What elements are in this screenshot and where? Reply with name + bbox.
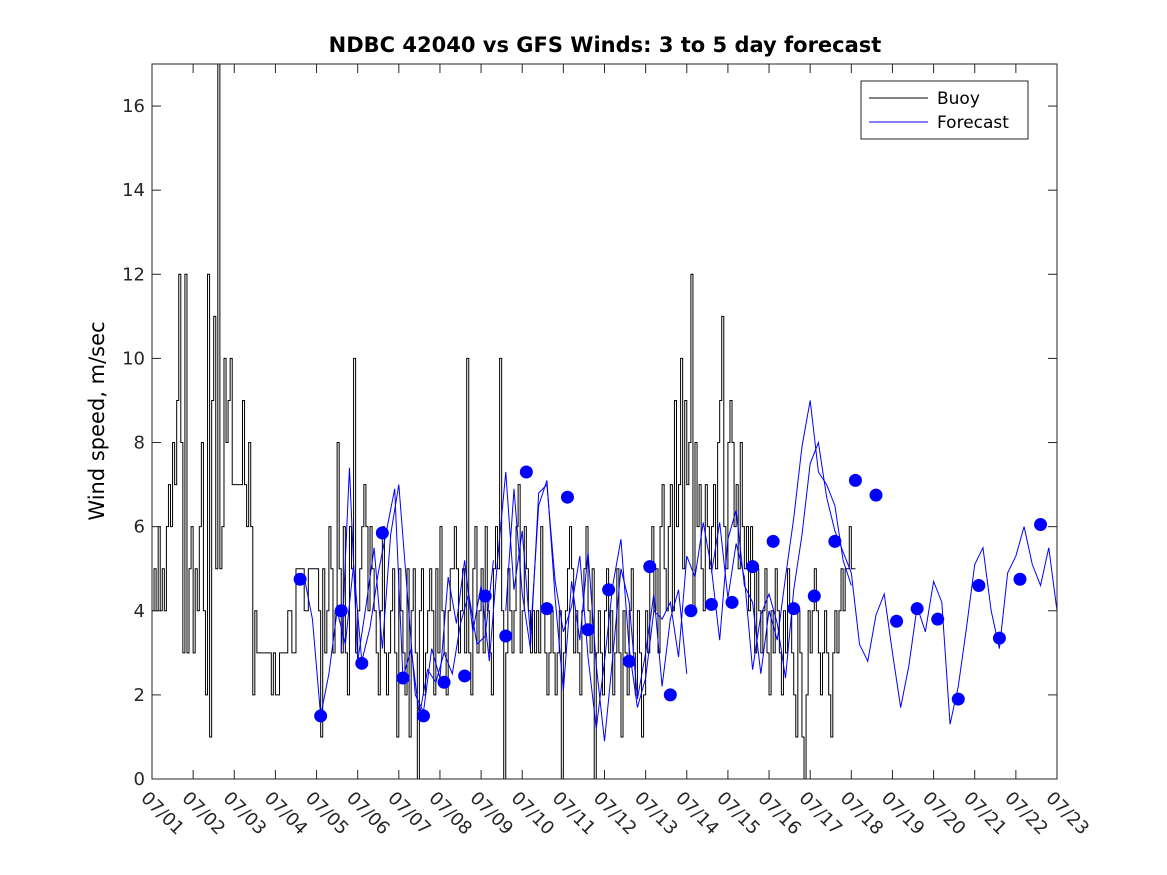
forecast-marker xyxy=(869,488,883,502)
y-tick-label: 6 xyxy=(134,517,145,538)
y-tick-label: 4 xyxy=(134,601,145,622)
legend: Buoy Forecast xyxy=(860,80,1029,140)
forecast-markers xyxy=(293,465,1048,723)
forecast-marker xyxy=(581,623,595,637)
forecast-marker xyxy=(1013,572,1027,586)
forecast-marker xyxy=(602,583,616,597)
forecast-marker xyxy=(334,604,348,618)
y-axis: 0 2 4 6 8 10 12 14 16 xyxy=(122,96,1057,790)
forecast-marker xyxy=(458,669,472,683)
forecast-marker xyxy=(725,595,739,609)
forecast-marker xyxy=(293,572,307,586)
forecast-marker xyxy=(787,602,801,616)
forecast-marker xyxy=(375,526,389,540)
forecast-marker xyxy=(931,612,945,626)
chart-title: NDBC 42040 vs GFS Winds: 3 to 5 day fore… xyxy=(329,33,882,57)
forecast-marker xyxy=(704,597,718,611)
forecast-series xyxy=(303,400,1057,742)
forecast-marker xyxy=(519,465,533,479)
y-tick-label: 8 xyxy=(134,433,145,454)
buoy-series xyxy=(152,64,856,779)
forecast-marker xyxy=(910,602,924,616)
y-axis-label: Wind speed, m/sec xyxy=(85,321,109,520)
forecast-marker xyxy=(746,560,760,574)
forecast-marker xyxy=(560,490,574,504)
y-tick-label: 12 xyxy=(122,264,145,285)
forecast-marker xyxy=(766,534,780,548)
legend-box xyxy=(860,80,1029,140)
forecast-marker xyxy=(499,629,513,643)
y-tick-label: 14 xyxy=(122,180,145,201)
forecast-marker xyxy=(417,709,430,723)
forecast-line xyxy=(505,400,852,729)
forecast-marker xyxy=(643,560,657,574)
forecast-marker xyxy=(972,579,986,593)
forecast-marker xyxy=(890,614,904,628)
y-tick-label: 10 xyxy=(122,348,145,369)
forecast-marker xyxy=(396,671,410,685)
forecast-marker xyxy=(828,534,842,548)
y-tick-label: 16 xyxy=(122,96,145,117)
forecast-line xyxy=(340,467,688,742)
y-tick-label: 2 xyxy=(134,685,145,706)
forecast-marker xyxy=(663,688,677,702)
plot-area xyxy=(152,64,1057,779)
legend-buoy-label: Buoy xyxy=(937,89,980,109)
forecast-marker xyxy=(478,589,492,603)
buoy-line xyxy=(152,64,856,779)
forecast-marker xyxy=(355,656,369,670)
forecast-marker xyxy=(992,631,1006,645)
forecast-marker xyxy=(684,604,698,618)
forecast-marker xyxy=(314,709,328,723)
forecast-marker xyxy=(622,654,636,668)
forecast-line xyxy=(303,488,494,717)
forecast-marker xyxy=(848,473,862,487)
forecast-marker xyxy=(437,675,451,689)
forecast-marker xyxy=(951,692,965,706)
forecast-marker xyxy=(540,602,554,616)
y-tick-label: 0 xyxy=(134,769,145,790)
forecast-marker xyxy=(807,589,821,603)
forecast-line xyxy=(710,440,1057,725)
forecast-marker xyxy=(1034,518,1048,532)
legend-forecast-label: Forecast xyxy=(937,113,1009,133)
